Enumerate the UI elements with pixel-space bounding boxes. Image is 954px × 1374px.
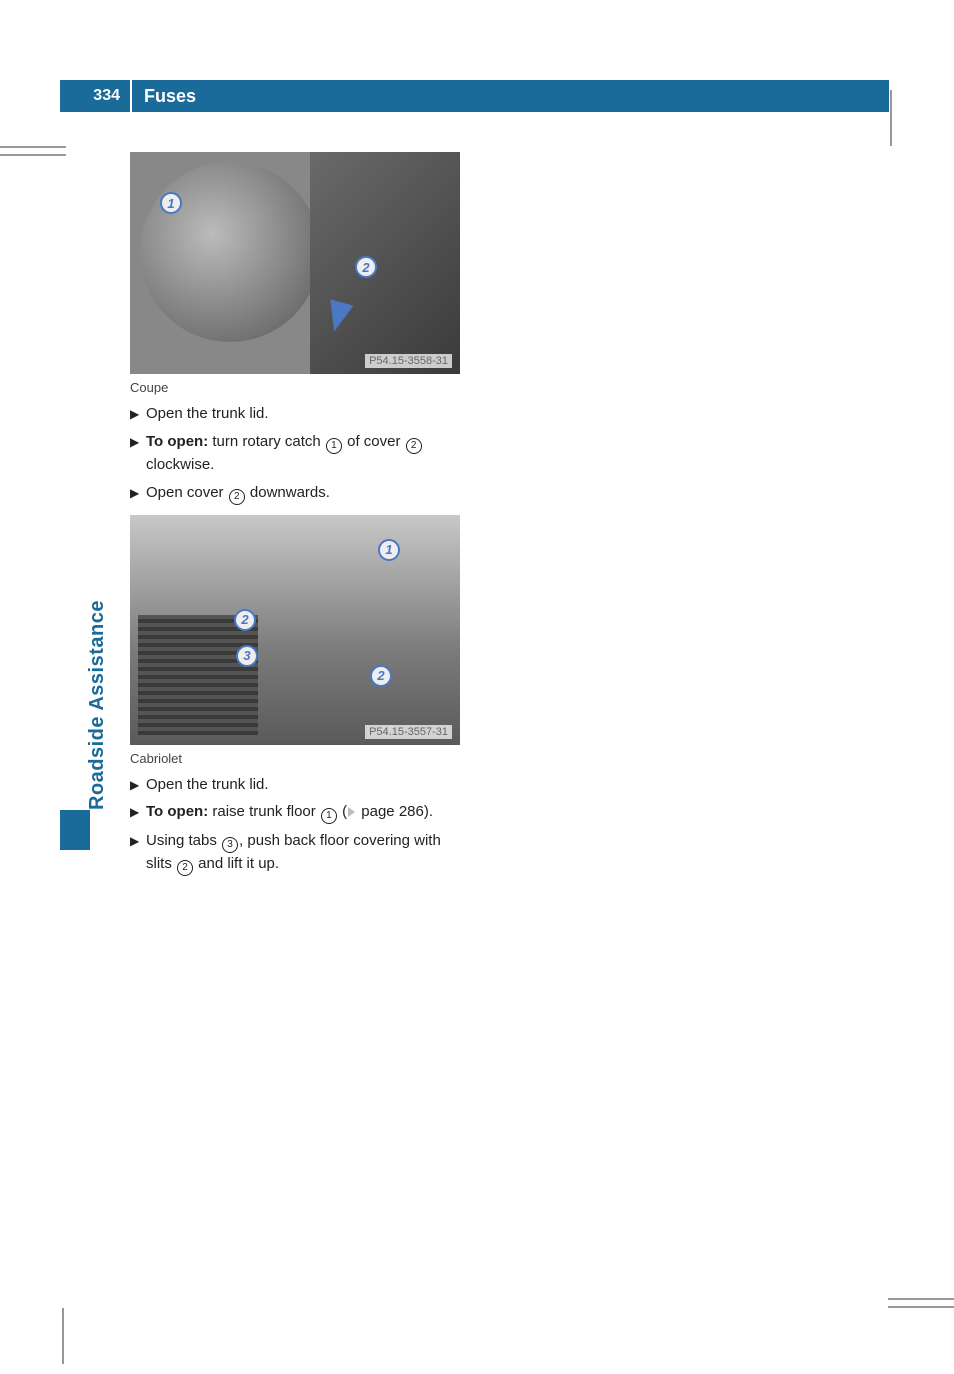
figure-callout: 2: [234, 609, 256, 631]
step-marker-icon: ▶: [130, 406, 146, 423]
figure-ref-id: P54.15-3557-31: [365, 725, 452, 739]
step-frag: Open cover: [146, 484, 228, 501]
instruction-step: ▶ Using tabs 3, push back floor covering…: [130, 830, 470, 876]
callout-ref: 2: [177, 860, 193, 876]
step-frag: turn rotary catch: [208, 433, 325, 450]
figure-callout: 2: [355, 256, 377, 278]
step-marker-icon: ▶: [130, 804, 146, 821]
step-marker-icon: ▶: [130, 777, 146, 794]
section-tab-label: Roadside Assistance: [86, 600, 109, 810]
figure-caption: Cabriolet: [130, 751, 470, 766]
instruction-step: ▶ To open: turn rotary catch 1 of cover …: [130, 431, 470, 476]
figure-callout: 2: [370, 665, 392, 687]
step-frag: clockwise.: [146, 456, 214, 473]
step-marker-icon: ▶: [130, 833, 146, 850]
crop-mark: [888, 1306, 954, 1308]
figure-callout: 3: [236, 645, 258, 667]
instruction-step: ▶ Open the trunk lid.: [130, 403, 470, 425]
step-frag: and lift it up.: [194, 855, 279, 872]
xref-icon: [348, 807, 355, 817]
instruction-step: ▶ Open the trunk lid.: [130, 774, 470, 796]
step-frag: .: [429, 803, 433, 820]
step-marker-icon: ▶: [130, 485, 146, 502]
figure-cabriolet: 1 2 2 3 P54.15-3557-31: [130, 515, 460, 745]
crop-mark: [888, 1298, 954, 1300]
figure-ref-id: P54.15-3558-31: [365, 354, 452, 368]
callout-ref: 1: [326, 438, 342, 454]
xref-text: page 286: [357, 803, 424, 820]
figure-caption: Coupe: [130, 380, 470, 395]
step-frag: of cover: [343, 433, 405, 450]
callout-ref: 2: [406, 438, 422, 454]
callout-ref: 3: [222, 837, 238, 853]
step-text: Open the trunk lid.: [146, 774, 470, 796]
step-frag: Using tabs: [146, 832, 221, 849]
instruction-step: ▶ Open cover 2 downwards.: [130, 482, 470, 505]
page-header: 334 Fuses: [60, 80, 954, 112]
step-text: Using tabs 3, push back floor covering w…: [146, 830, 470, 876]
instruction-step: ▶ To open: raise trunk floor 1 ( page 28…: [130, 801, 470, 824]
callout-ref: 1: [321, 808, 337, 824]
step-text: Open cover 2 downwards.: [146, 482, 470, 505]
step-text: To open: turn rotary catch 1 of cover 2 …: [146, 431, 470, 476]
callout-ref: 2: [229, 489, 245, 505]
crop-mark: [0, 154, 66, 156]
page-title: Fuses: [130, 80, 889, 112]
step-bold: To open:: [146, 433, 208, 450]
figure-coupe: 1 2 P54.15-3558-31: [130, 152, 460, 374]
content-column: 1 2 P54.15-3558-31 Coupe ▶ Open the trun…: [130, 152, 470, 876]
step-frag: downwards.: [246, 484, 330, 501]
crop-mark: [62, 1308, 64, 1364]
step-marker-icon: ▶: [130, 434, 146, 451]
step-text: Open the trunk lid.: [146, 403, 470, 425]
step-frag: raise trunk floor: [208, 803, 320, 820]
step-text: To open: raise trunk floor 1 ( page 286)…: [146, 801, 470, 824]
figure-callout: 1: [378, 539, 400, 561]
page-number: 334: [60, 80, 130, 112]
section-tab: Roadside Assistance: [86, 540, 116, 840]
crop-mark: [0, 146, 66, 148]
figure-callout: 1: [160, 192, 182, 214]
section-tab-block: [60, 810, 90, 850]
step-bold: To open:: [146, 803, 208, 820]
